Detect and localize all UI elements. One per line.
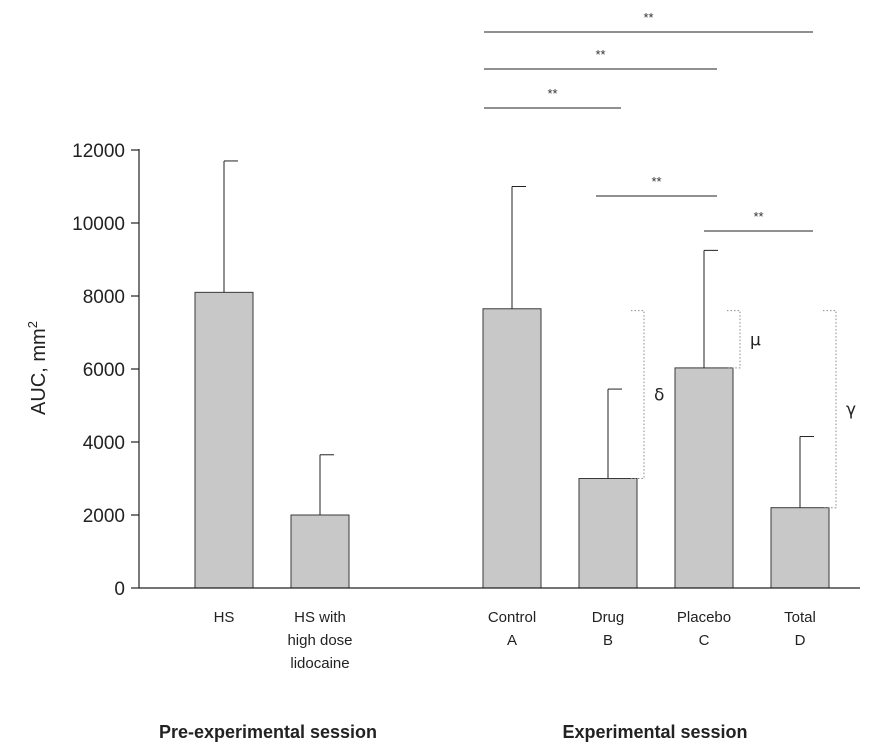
difference-label: δ (654, 386, 664, 406)
group-label: Pre-experimental session (159, 722, 377, 742)
y-tick-label: 8000 (83, 287, 125, 308)
y-tick-label: 4000 (83, 433, 125, 454)
difference-label: γ (846, 400, 856, 420)
significance-label: ** (753, 209, 763, 224)
y-tick-label: 0 (114, 579, 125, 600)
y-tick-label: 6000 (83, 360, 125, 381)
category-label: Control (488, 609, 536, 626)
category-label: Total (784, 609, 816, 626)
category-label: A (507, 632, 517, 649)
difference-bracket (727, 310, 741, 369)
category-label: high dose (287, 632, 352, 649)
difference-bracket (823, 310, 837, 509)
difference-bracket (631, 310, 645, 479)
y-tick-label: 2000 (83, 506, 125, 527)
category-label: Placebo (677, 609, 731, 626)
significance-label: ** (547, 86, 557, 101)
group-label: Experimental session (562, 722, 747, 742)
y-axis-label: AUC, mm2 (25, 321, 50, 415)
bar (290, 514, 350, 589)
difference-label: μ (750, 330, 761, 350)
category-label: lidocaine (290, 655, 349, 672)
significance-label: ** (651, 174, 661, 189)
y-tick-label: 10000 (72, 214, 125, 235)
category-label: HS (214, 609, 235, 626)
y-tick-label: 12000 (72, 141, 125, 162)
category-label: D (795, 632, 806, 649)
bar (578, 478, 638, 589)
bar (194, 291, 254, 589)
bar (770, 507, 830, 589)
category-label: B (603, 632, 613, 649)
significance-label: ** (643, 10, 653, 25)
category-label: Drug (592, 609, 625, 626)
bar (482, 308, 542, 589)
bar (674, 367, 734, 589)
category-label: HS with (294, 609, 346, 626)
category-label: C (699, 632, 710, 649)
significance-label: ** (595, 47, 605, 62)
